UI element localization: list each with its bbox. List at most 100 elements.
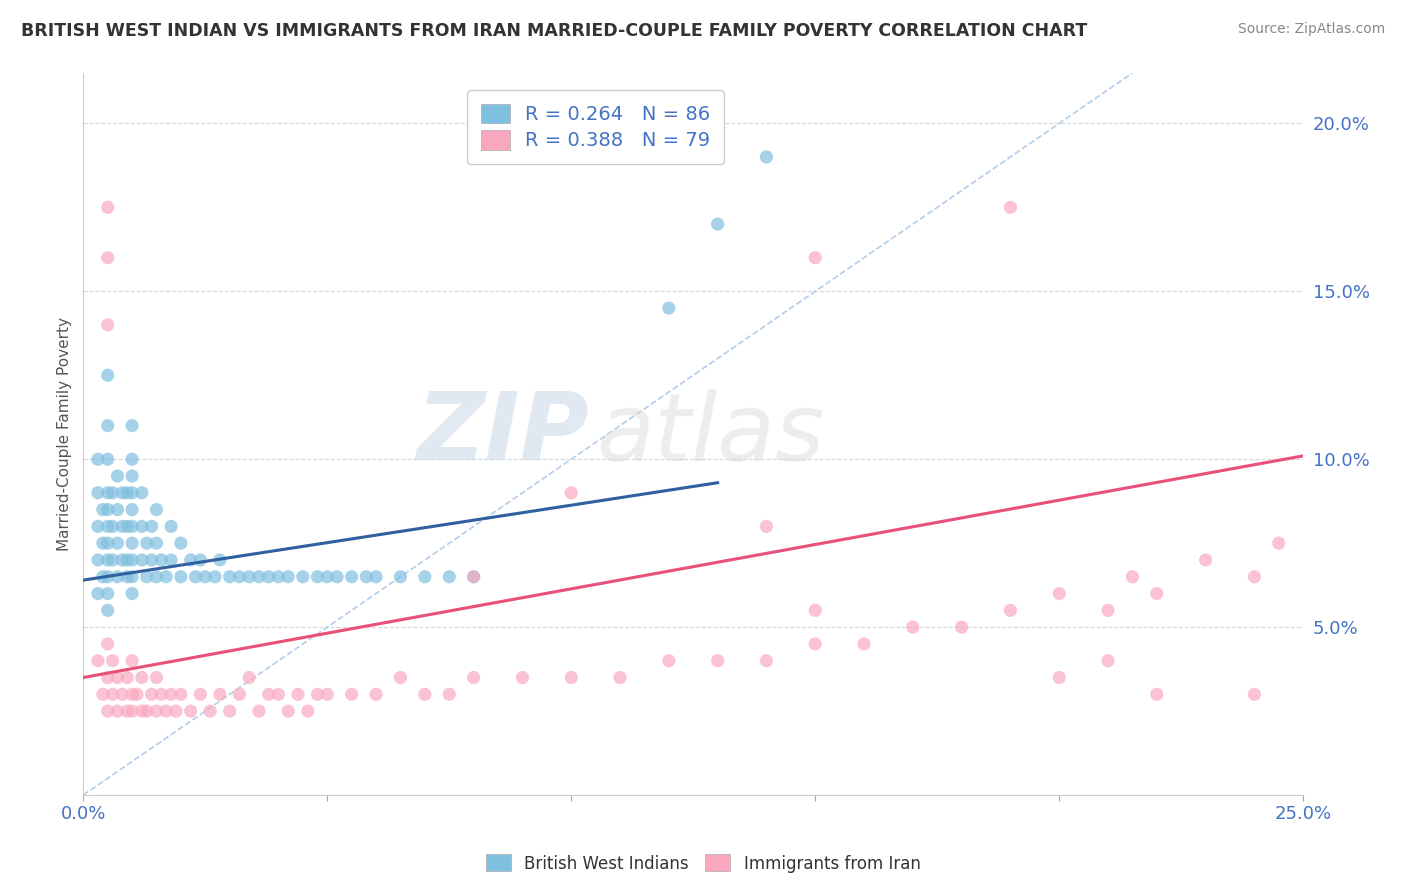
Text: Source: ZipAtlas.com: Source: ZipAtlas.com [1237, 22, 1385, 37]
Point [135, 570, 157, 584]
Point [1000, 603, 1022, 617]
Point [87, 586, 110, 600]
Point [91, 536, 114, 550]
Point [1243, 687, 1265, 701]
Point [658, 301, 681, 315]
Point [1047, 671, 1070, 685]
Point [560, 671, 582, 685]
Point [190, 553, 212, 567]
Point [257, 570, 280, 584]
Point [1243, 570, 1265, 584]
Point [121, 536, 143, 550]
Point [804, 251, 827, 265]
Point [1268, 536, 1291, 550]
Point [121, 570, 143, 584]
Point [131, 704, 153, 718]
Point [340, 570, 363, 584]
Point [439, 687, 461, 701]
Point [238, 570, 260, 584]
Point [150, 687, 173, 701]
Point [1121, 570, 1143, 584]
Point [658, 654, 681, 668]
Point [218, 704, 240, 718]
Point [115, 519, 138, 533]
Point [218, 570, 240, 584]
Point [706, 654, 728, 668]
Point [135, 704, 157, 718]
Point [97, 603, 120, 617]
Point [131, 553, 153, 567]
Point [87, 654, 110, 668]
Point [316, 687, 339, 701]
Point [101, 687, 124, 701]
Point [111, 519, 134, 533]
Point [97, 200, 120, 214]
Point [1097, 603, 1119, 617]
Point [389, 671, 412, 685]
Point [560, 485, 582, 500]
Point [277, 570, 299, 584]
Point [287, 687, 309, 701]
Point [101, 553, 124, 567]
Point [145, 502, 167, 516]
Point [1097, 654, 1119, 668]
Point [1146, 586, 1168, 600]
Point [1000, 200, 1022, 214]
Point [170, 687, 193, 701]
Point [121, 553, 143, 567]
Point [170, 570, 193, 584]
Point [111, 687, 134, 701]
Point [97, 637, 120, 651]
Point [87, 452, 110, 467]
Point [901, 620, 924, 634]
Point [463, 671, 485, 685]
Point [121, 502, 143, 516]
Point [107, 570, 129, 584]
Point [804, 603, 827, 617]
Point [389, 570, 412, 584]
Point [180, 704, 202, 718]
Point [145, 704, 167, 718]
Point [145, 570, 167, 584]
Point [145, 671, 167, 685]
Point [194, 570, 217, 584]
Point [121, 519, 143, 533]
Point [101, 485, 124, 500]
Point [97, 519, 120, 533]
Point [198, 704, 221, 718]
Point [131, 485, 153, 500]
Point [170, 536, 193, 550]
Point [204, 570, 226, 584]
Point [755, 654, 778, 668]
Point [463, 570, 485, 584]
Point [228, 570, 250, 584]
Point [107, 469, 129, 483]
Point [97, 704, 120, 718]
Point [97, 418, 120, 433]
Text: BRITISH WEST INDIAN VS IMMIGRANTS FROM IRAN MARRIED-COUPLE FAMILY POVERTY CORREL: BRITISH WEST INDIAN VS IMMIGRANTS FROM I… [21, 22, 1087, 40]
Point [97, 536, 120, 550]
Point [853, 637, 876, 651]
Point [364, 687, 387, 701]
Point [755, 150, 778, 164]
Point [97, 502, 120, 516]
Point [307, 570, 329, 584]
Point [97, 570, 120, 584]
Point [1194, 553, 1216, 567]
Point [97, 452, 120, 467]
Point [107, 704, 129, 718]
Point [155, 704, 177, 718]
Point [91, 570, 114, 584]
Point [184, 570, 207, 584]
Point [247, 704, 270, 718]
Text: atlas: atlas [596, 389, 824, 480]
Point [804, 637, 827, 651]
Point [706, 217, 728, 231]
Point [755, 519, 778, 533]
Point [115, 704, 138, 718]
Point [326, 570, 349, 584]
Point [257, 687, 280, 701]
Point [208, 687, 231, 701]
Point [439, 570, 461, 584]
Point [97, 368, 120, 383]
